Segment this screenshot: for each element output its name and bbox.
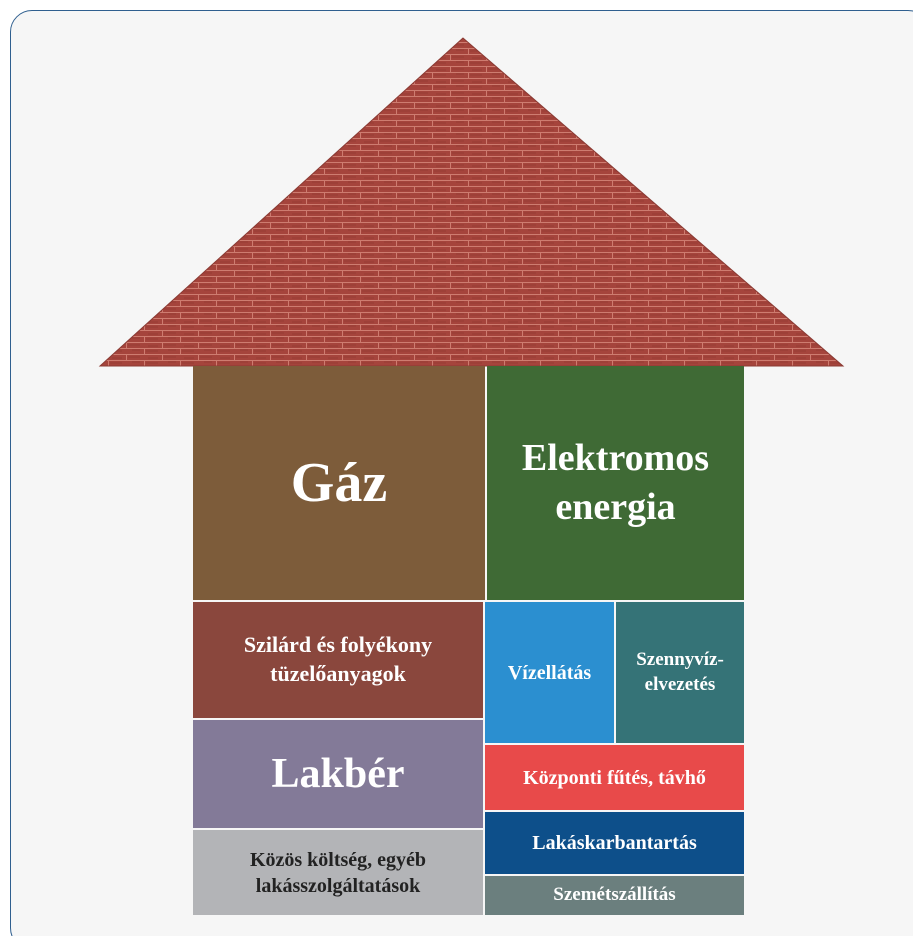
node-gas: Gáz	[193, 366, 485, 600]
node-heating: Központi fűtés, távhő	[485, 745, 744, 810]
node-maintenance: Lakáskarbantartás	[485, 812, 744, 874]
node-waste: Szemétszállítás	[485, 876, 744, 915]
roof-shape	[98, 37, 845, 367]
node-rent: Lakbér	[193, 720, 483, 828]
node-sewage: Szennyvíz-elvezetés	[616, 602, 744, 743]
node-water: Vízellátás	[485, 602, 614, 743]
node-solid-fuel: Szilárd és folyékony tüzelőanyagok	[193, 602, 483, 718]
node-electricity: Elektromos energia	[487, 366, 744, 600]
node-common-cost: Közös költség, egyéb lakásszolgáltatások	[193, 830, 483, 915]
